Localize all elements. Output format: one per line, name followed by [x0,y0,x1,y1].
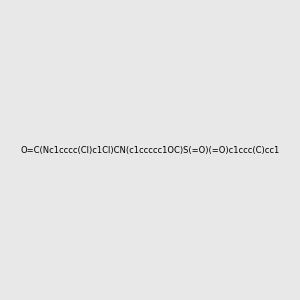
Text: O=C(Nc1cccc(Cl)c1Cl)CN(c1ccccc1OC)S(=O)(=O)c1ccc(C)cc1: O=C(Nc1cccc(Cl)c1Cl)CN(c1ccccc1OC)S(=O)(… [20,146,280,154]
